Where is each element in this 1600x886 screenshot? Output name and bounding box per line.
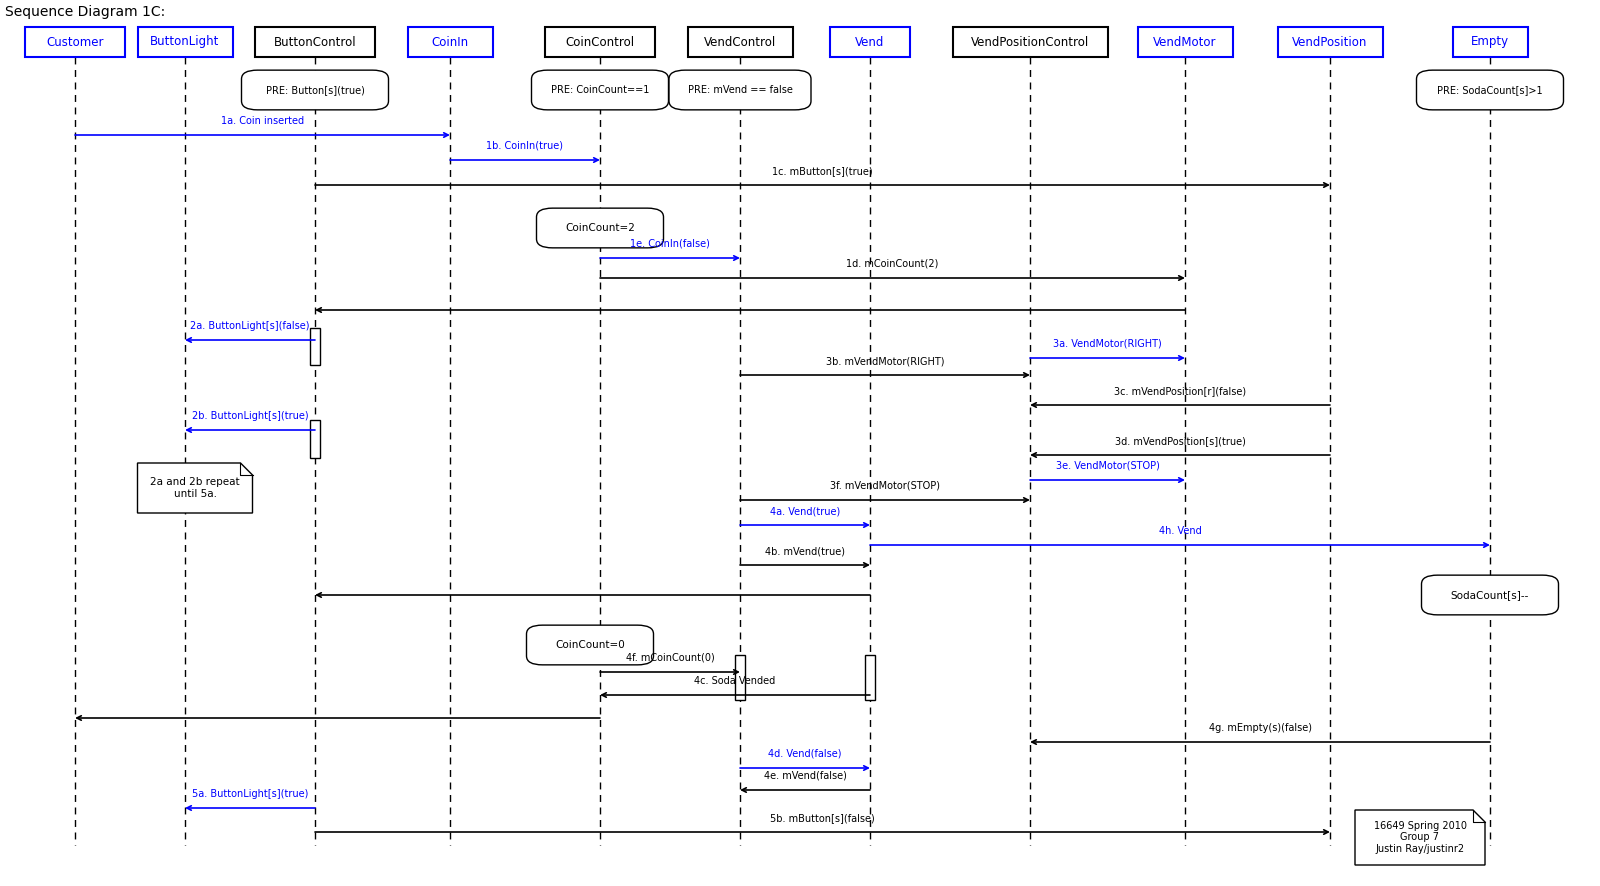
- Text: 2a and 2b repeat
until 5a.: 2a and 2b repeat until 5a.: [150, 478, 240, 499]
- Text: PRE: Button[s](true): PRE: Button[s](true): [266, 85, 365, 95]
- Text: 3c. mVendPosition[r](false): 3c. mVendPosition[r](false): [1114, 386, 1246, 396]
- FancyBboxPatch shape: [1416, 70, 1563, 110]
- Text: 4b. mVend(true): 4b. mVend(true): [765, 546, 845, 556]
- Text: 1d. mCoinCount(2): 1d. mCoinCount(2): [846, 259, 939, 269]
- Text: 5b. mButton[s](false): 5b. mButton[s](false): [770, 813, 875, 823]
- Text: 3e. VendMotor(STOP): 3e. VendMotor(STOP): [1056, 461, 1160, 471]
- Bar: [1277, 27, 1382, 57]
- Bar: [734, 655, 746, 700]
- Text: 3d. mVendPosition[s](true): 3d. mVendPosition[s](true): [1115, 436, 1245, 446]
- Bar: [310, 328, 320, 365]
- Text: PRE: SodaCount[s]>1: PRE: SodaCount[s]>1: [1437, 85, 1542, 95]
- Text: ButtonControl: ButtonControl: [274, 35, 357, 49]
- Text: 1b. CoinIn(true): 1b. CoinIn(true): [486, 141, 563, 151]
- Text: 3b. mVendMotor(RIGHT): 3b. mVendMotor(RIGHT): [826, 356, 944, 366]
- Text: 4c. Soda Vended: 4c. Soda Vended: [694, 676, 776, 686]
- Text: 2a. ButtonLight[s](false): 2a. ButtonLight[s](false): [190, 321, 310, 331]
- Text: 16649 Spring 2010
Group 7
Justin Ray/justinr2: 16649 Spring 2010 Group 7 Justin Ray/jus…: [1373, 821, 1467, 854]
- Bar: [138, 27, 232, 57]
- Bar: [1453, 27, 1528, 57]
- Bar: [310, 420, 320, 458]
- Text: VendMotor: VendMotor: [1154, 35, 1216, 49]
- Text: ButtonLight: ButtonLight: [150, 35, 219, 49]
- Text: 4h. Vend: 4h. Vend: [1158, 526, 1202, 536]
- Text: CoinCount=2: CoinCount=2: [565, 223, 635, 233]
- Text: SodaCount[s]--: SodaCount[s]--: [1451, 590, 1530, 600]
- Text: 3f. mVendMotor(STOP): 3f. mVendMotor(STOP): [830, 481, 941, 491]
- Text: PRE: mVend == false: PRE: mVend == false: [688, 85, 792, 95]
- Text: VendControl: VendControl: [704, 35, 776, 49]
- Text: CoinIn: CoinIn: [432, 35, 469, 49]
- Bar: [830, 27, 910, 57]
- Bar: [26, 27, 125, 57]
- Text: Customer: Customer: [46, 35, 104, 49]
- Text: 4d. Vend(false): 4d. Vend(false): [768, 749, 842, 759]
- Text: 3a. VendMotor(RIGHT): 3a. VendMotor(RIGHT): [1053, 339, 1162, 349]
- Text: Sequence Diagram 1C:: Sequence Diagram 1C:: [5, 5, 165, 19]
- FancyBboxPatch shape: [669, 70, 811, 110]
- Polygon shape: [1355, 810, 1485, 865]
- Text: CoinControl: CoinControl: [565, 35, 635, 49]
- Text: 4a. Vend(true): 4a. Vend(true): [770, 506, 840, 516]
- Text: Vend: Vend: [856, 35, 885, 49]
- Bar: [546, 27, 654, 57]
- Bar: [254, 27, 374, 57]
- Text: Empty: Empty: [1470, 35, 1509, 49]
- Bar: [408, 27, 493, 57]
- Text: PRE: CoinCount==1: PRE: CoinCount==1: [550, 85, 650, 95]
- Bar: [1138, 27, 1232, 57]
- FancyBboxPatch shape: [536, 208, 664, 248]
- FancyBboxPatch shape: [531, 70, 669, 110]
- Text: VendPositionControl: VendPositionControl: [971, 35, 1090, 49]
- Text: 2b. ButtonLight[s](true): 2b. ButtonLight[s](true): [192, 411, 309, 421]
- Text: CoinCount=0: CoinCount=0: [555, 640, 626, 650]
- Bar: [866, 655, 875, 700]
- FancyBboxPatch shape: [1421, 575, 1558, 615]
- Bar: [952, 27, 1107, 57]
- Text: 4f. mCoinCount(0): 4f. mCoinCount(0): [626, 653, 714, 663]
- Polygon shape: [138, 463, 253, 513]
- Text: 4g. mEmpty(s)(false): 4g. mEmpty(s)(false): [1208, 723, 1312, 733]
- Bar: [688, 27, 792, 57]
- Text: 1c. mButton[s](true): 1c. mButton[s](true): [773, 166, 874, 176]
- Text: 1e. CoinIn(false): 1e. CoinIn(false): [630, 239, 710, 249]
- Text: VendPosition: VendPosition: [1293, 35, 1368, 49]
- Text: 4e. mVend(false): 4e. mVend(false): [763, 771, 846, 781]
- FancyBboxPatch shape: [526, 626, 653, 664]
- FancyBboxPatch shape: [242, 70, 389, 110]
- Text: 5a. ButtonLight[s](true): 5a. ButtonLight[s](true): [192, 789, 309, 799]
- Text: 1a. Coin inserted: 1a. Coin inserted: [221, 116, 304, 126]
